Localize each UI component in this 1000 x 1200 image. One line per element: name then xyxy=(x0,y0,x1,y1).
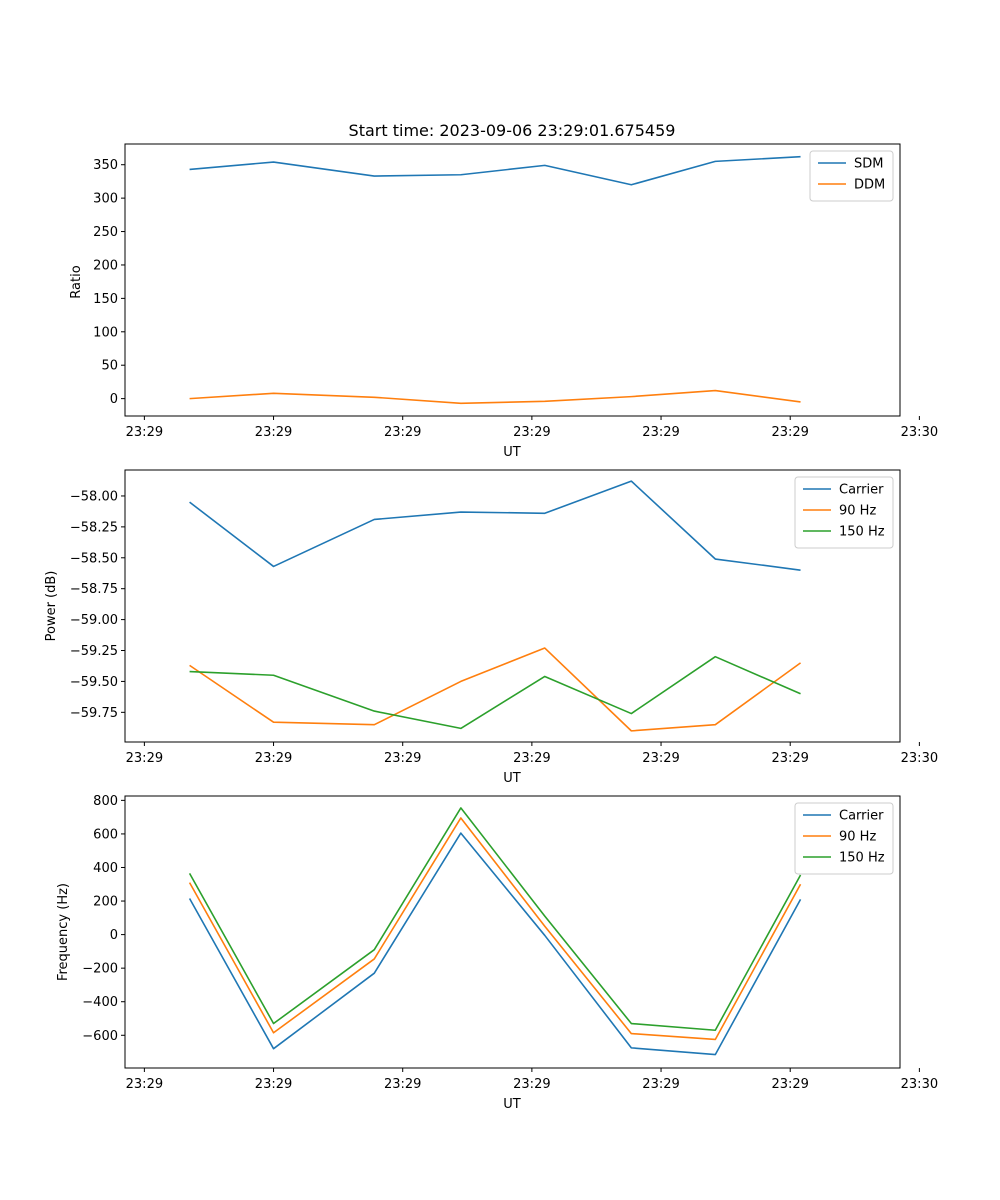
x-tick-label: 23:29 xyxy=(384,751,421,766)
y-tick-label: 600 xyxy=(93,827,118,842)
x-tick-label: 23:29 xyxy=(513,751,550,766)
y-axis-label: Power (dB) xyxy=(44,571,59,642)
axes-frame xyxy=(124,795,901,1069)
legend-label: Carrier xyxy=(839,483,884,498)
y-tick-label: 200 xyxy=(93,258,118,273)
x-tick-label: 23:29 xyxy=(642,425,679,440)
y-tick-label: 250 xyxy=(93,225,118,240)
y-tick-label: 350 xyxy=(93,158,118,173)
power-panel: UT Power (dB) 23:29 23:29 23:29 23:29 23:29 2… xyxy=(44,469,938,786)
series-line-90-hz xyxy=(188,817,802,1041)
y-tick-label: −58.75 xyxy=(70,582,118,597)
y-tick-label: −200 xyxy=(82,962,118,977)
series-line-150-hz xyxy=(189,655,801,730)
y-tick-label: 150 xyxy=(93,292,118,307)
x-tick-label: 23:29 xyxy=(384,1077,421,1092)
x-tick-label: 23:29 xyxy=(384,425,421,440)
y-tick-label: −59.25 xyxy=(70,644,118,659)
y-tick-label: 800 xyxy=(93,794,118,809)
y-axis-label: Ratio xyxy=(69,265,84,298)
y-tick-label: 200 xyxy=(93,895,118,910)
x-axis-label: UT xyxy=(503,1097,521,1112)
y-tick-label: 400 xyxy=(93,861,118,876)
legend-label: 150 Hz xyxy=(839,851,885,866)
y-tick-label: 0 xyxy=(110,928,118,943)
axes-frame xyxy=(124,469,901,743)
x-tick-label: 23:30 xyxy=(901,751,938,766)
x-tick-label: 23:29 xyxy=(126,751,163,766)
y-tick-label: −59.50 xyxy=(70,675,118,690)
x-axis-label: UT xyxy=(503,771,521,786)
x-tick-label: 23:29 xyxy=(642,1077,679,1092)
x-axis-label: UT xyxy=(503,445,521,460)
y-tick-label: 300 xyxy=(93,192,118,207)
y-tick-label: −58.00 xyxy=(70,489,118,504)
x-tick-label: 23:29 xyxy=(126,425,163,440)
x-tick-label: 23:29 xyxy=(255,425,292,440)
y-tick-label: −400 xyxy=(82,995,118,1010)
chart-title: Start time: 2023-09-06 23:29:01.675459 xyxy=(349,121,676,140)
y-tick-label: 50 xyxy=(101,359,118,374)
legend-label: Carrier xyxy=(839,809,884,824)
legend: Carrier 90 Hz 150 Hz xyxy=(794,802,894,875)
y-tick-label: −59.75 xyxy=(70,706,118,721)
x-tick-label: 23:30 xyxy=(901,1077,938,1092)
series-line-carrier xyxy=(188,832,802,1056)
x-tick-label: 23:29 xyxy=(513,425,550,440)
x-tick-label: 23:29 xyxy=(642,751,679,766)
y-tick-label: −58.25 xyxy=(70,520,118,535)
series-line-150-hz xyxy=(188,807,802,1032)
x-tick-label: 23:29 xyxy=(255,1077,292,1092)
series-line-ddm xyxy=(189,389,801,405)
legend-label: 90 Hz xyxy=(839,504,876,519)
axes-frame xyxy=(124,143,901,417)
y-tick-label: 0 xyxy=(110,392,118,407)
series-line-sdm xyxy=(189,155,801,186)
legend: Carrier 90 Hz 150 Hz xyxy=(794,476,894,549)
legend-label: DDM xyxy=(854,178,885,193)
x-tick-label: 23:29 xyxy=(771,425,808,440)
frequency-panel: UT Frequency (Hz) 23:29 23:29 23:29 23:29 23… xyxy=(56,794,938,1112)
y-axis-label: Frequency (Hz) xyxy=(56,883,71,981)
legend-label: 150 Hz xyxy=(839,525,885,540)
y-tick-label: −600 xyxy=(82,1029,118,1044)
y-tick-label: 100 xyxy=(93,325,118,340)
x-tick-label: 23:29 xyxy=(126,1077,163,1092)
y-tick-label: −59.00 xyxy=(70,613,118,628)
x-tick-label: 23:29 xyxy=(771,751,808,766)
x-tick-label: 23:30 xyxy=(901,425,938,440)
series-line-90-hz xyxy=(189,647,802,732)
x-tick-label: 23:29 xyxy=(771,1077,808,1092)
x-tick-label: 23:29 xyxy=(513,1077,550,1092)
legend: SDM DDM xyxy=(809,150,894,202)
ratio-panel: Start time: 2023-09-06 23:29:01.675459 U… xyxy=(69,121,938,460)
legend-label: 90 Hz xyxy=(839,830,876,845)
x-tick-label: 23:29 xyxy=(255,751,292,766)
series-line-carrier xyxy=(189,480,801,571)
y-tick-label: −58.50 xyxy=(70,551,118,566)
legend-label: SDM xyxy=(854,157,883,172)
